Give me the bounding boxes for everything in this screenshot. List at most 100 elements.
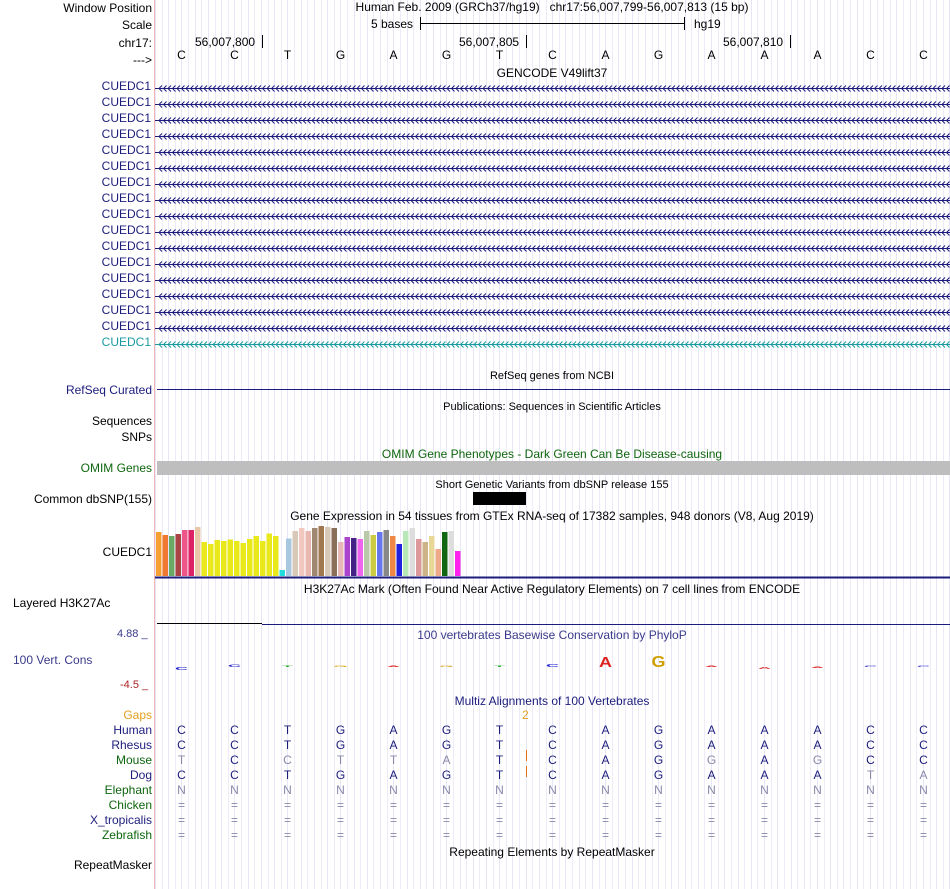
gtex-tissue-bar[interactable] — [234, 541, 240, 576]
gtex-tissue-bar[interactable] — [416, 539, 422, 576]
multiz-species-label[interactable]: Dog — [129, 768, 152, 782]
gtex-tissue-bar[interactable] — [364, 531, 370, 576]
gtex-tissue-bar[interactable] — [221, 541, 227, 576]
multiz-gaps-label[interactable]: Gaps — [123, 708, 152, 722]
gtex-tissue-bar[interactable] — [214, 540, 221, 576]
gencode-transcript-label[interactable]: CUEDC1 — [101, 255, 151, 269]
gtex-tissue-bar[interactable] — [195, 527, 201, 576]
gtex-label[interactable]: CUEDC1 — [102, 545, 152, 559]
gencode-transcript-label[interactable]: CUEDC1 — [101, 239, 151, 253]
gtex-tissue-bar[interactable] — [409, 528, 416, 576]
gencode-transcript-line[interactable] — [155, 290, 950, 303]
gtex-tissue-bar[interactable] — [169, 536, 175, 576]
gencode-transcript-line[interactable] — [155, 178, 950, 191]
gencode-transcript-label[interactable]: CUEDC1 — [101, 159, 151, 173]
gencode-transcript-line[interactable] — [155, 274, 950, 287]
gtex-tissue-bar[interactable] — [188, 530, 195, 576]
gtex-tissue-bar[interactable] — [422, 542, 429, 576]
gtex-tissue-bar[interactable] — [435, 549, 442, 576]
gencode-transcript-label[interactable]: CUEDC1 — [101, 175, 151, 189]
gtex-tissue-bar[interactable] — [442, 532, 448, 576]
refseq-gene-line[interactable] — [157, 389, 950, 390]
gtex-tissue-bar[interactable] — [331, 528, 338, 576]
gencode-transcript-label[interactable]: CUEDC1 — [101, 95, 151, 109]
gtex-tissue-bar[interactable] — [201, 542, 208, 576]
phylop-logo-plot[interactable]: C C T G A G T C A G A A A C C — [155, 642, 950, 692]
gencode-transcript-line[interactable] — [155, 162, 950, 175]
gencode-transcript-line[interactable] — [155, 226, 950, 239]
gtex-tissue-bar[interactable] — [351, 538, 357, 576]
gencode-transcript-label[interactable]: CUEDC1 — [101, 207, 151, 221]
gencode-transcript-line[interactable] — [155, 306, 950, 319]
gtex-tissue-bar[interactable] — [383, 530, 390, 576]
gtex-tissue-bar[interactable] — [286, 538, 292, 577]
h3k27ac-label[interactable]: Layered H3K27Ac — [13, 596, 111, 610]
gencode-transcript-line[interactable] — [155, 130, 950, 143]
gencode-transcript-line[interactable] — [155, 210, 950, 223]
gtex-tissue-bar[interactable] — [156, 532, 162, 576]
gtex-tissue-bar[interactable] — [266, 533, 273, 577]
omim-label[interactable]: OMIM Genes — [80, 461, 152, 475]
dbsnp-label[interactable]: Common dbSNP(155) — [33, 492, 152, 506]
repeatmasker-label[interactable]: RepeatMasker — [73, 858, 152, 872]
gencode-transcript-label[interactable]: CUEDC1 — [101, 191, 151, 205]
gtex-tissue-bar[interactable] — [253, 536, 260, 576]
gencode-transcript-label[interactable]: CUEDC1 — [101, 319, 151, 333]
multiz-species-label[interactable]: Rhesus — [111, 738, 152, 752]
multiz-species-label[interactable]: Chicken — [108, 798, 152, 812]
multiz-species-label[interactable]: Elephant — [104, 783, 152, 797]
gtex-tissue-bar[interactable] — [455, 551, 461, 576]
gtex-tissue-bar[interactable] — [208, 544, 214, 576]
gencode-transcript-line[interactable] — [155, 146, 950, 159]
gtex-bar-chart[interactable] — [155, 522, 950, 580]
publications-label-line2[interactable]: SNPs — [121, 430, 152, 444]
gencode-transcript-label[interactable]: CUEDC1 — [101, 303, 151, 317]
publications-label-line1[interactable]: Sequences — [91, 414, 152, 428]
omim-gene-bar[interactable] — [157, 461, 950, 475]
multiz-species-label[interactable]: Human — [113, 723, 152, 737]
gtex-tissue-bar[interactable] — [227, 539, 234, 577]
gtex-tissue-bar[interactable] — [260, 541, 266, 576]
gencode-transcript-label[interactable]: CUEDC1 — [101, 271, 151, 285]
gencode-transcript-line[interactable] — [155, 338, 950, 351]
gtex-tissue-bar[interactable] — [370, 535, 377, 576]
gtex-tissue-bar[interactable] — [429, 536, 435, 576]
gtex-tissue-bar[interactable] — [390, 536, 396, 576]
dbsnp-variant-block[interactable] — [473, 492, 526, 505]
multiz-species-label[interactable]: Mouse — [115, 753, 152, 767]
gtex-tissue-bar[interactable] — [182, 530, 188, 576]
gencode-transcript-label[interactable]: CUEDC1 — [101, 111, 151, 125]
gtex-tissue-bar[interactable] — [162, 535, 169, 576]
gencode-transcript-label[interactable]: CUEDC1 — [101, 223, 151, 237]
multiz-species-label[interactable]: Zebrafish — [101, 828, 152, 842]
phylop-label[interactable]: 100 Vert. Cons — [13, 653, 93, 667]
gtex-tissue-bar[interactable] — [403, 531, 409, 576]
gencode-transcript-label[interactable]: CUEDC1 — [101, 287, 151, 301]
gtex-tissue-bar[interactable] — [273, 536, 279, 576]
refseq-label[interactable]: RefSeq Curated — [65, 383, 152, 397]
gtex-tissue-bar[interactable] — [377, 532, 383, 576]
gencode-transcript-line[interactable] — [155, 242, 950, 255]
gtex-tissue-bar[interactable] — [318, 526, 325, 576]
gtex-tissue-bar[interactable] — [357, 539, 364, 576]
multiz-species-label[interactable]: X_tropicalis — [89, 813, 152, 827]
gencode-transcript-label[interactable]: CUEDC1 — [101, 127, 151, 141]
gtex-tissue-bar[interactable] — [292, 531, 299, 576]
gencode-transcript-line[interactable] — [155, 98, 950, 111]
gtex-tissue-bar[interactable] — [448, 531, 455, 576]
gtex-tissue-bar[interactable] — [338, 542, 344, 576]
gtex-tissue-bar[interactable] — [325, 527, 331, 576]
gtex-tissue-bar[interactable] — [305, 531, 312, 576]
gtex-tissue-bar[interactable] — [247, 539, 253, 576]
gtex-tissue-bar[interactable] — [175, 534, 182, 576]
gtex-tissue-bar[interactable] — [299, 528, 305, 576]
gtex-tissue-bar[interactable] — [279, 570, 286, 576]
gencode-transcript-label[interactable]: CUEDC1 — [101, 79, 151, 93]
gtex-tissue-bar[interactable] — [240, 543, 247, 576]
gtex-tissue-bar[interactable] — [312, 528, 318, 576]
gtex-tissue-bar[interactable] — [396, 544, 403, 576]
gtex-tissue-bar[interactable] — [344, 537, 351, 576]
gencode-transcript-line[interactable] — [155, 322, 950, 335]
gencode-transcript-line[interactable] — [155, 258, 950, 271]
gencode-transcript-line[interactable] — [155, 82, 950, 95]
